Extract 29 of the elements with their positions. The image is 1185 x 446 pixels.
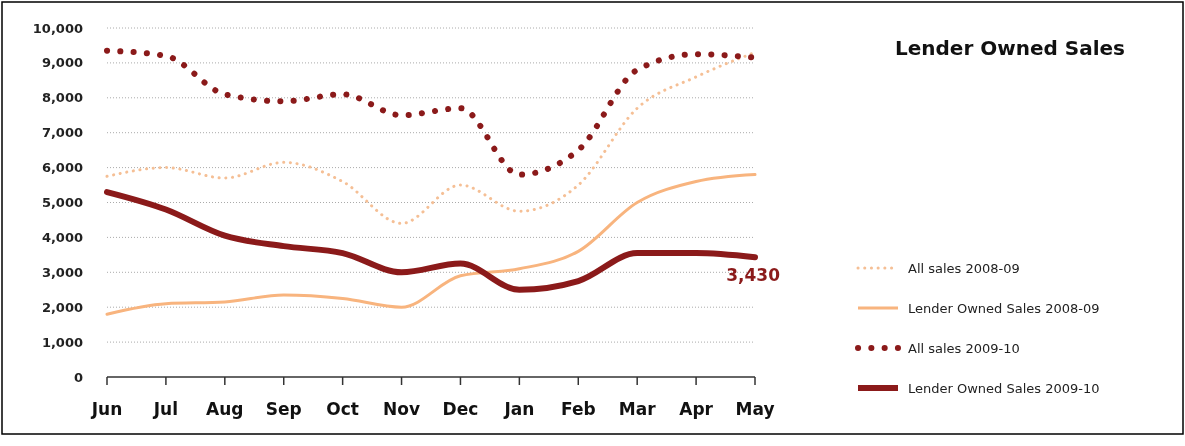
y-tick-label: 9,000 xyxy=(41,55,83,71)
x-tick-label: Sep xyxy=(265,399,302,419)
y-tick-label: 8,000 xyxy=(41,90,83,106)
legend-label: All sales 2009-10 xyxy=(908,340,1020,356)
x-tick-label: Jul xyxy=(152,399,179,419)
legend-label: Lender Owned Sales 2009-10 xyxy=(908,380,1100,396)
y-tick-label: 0 xyxy=(73,369,83,385)
y-tick-label: 1,000 xyxy=(41,334,83,350)
x-tick-label: Mar xyxy=(618,399,657,419)
x-tick-label: Feb xyxy=(560,399,596,419)
legend-label: Lender Owned Sales 2008-09 xyxy=(908,300,1100,316)
x-tick-label: Jan xyxy=(503,399,535,419)
x-tick-label: Oct xyxy=(326,399,359,419)
y-tick-label: 4,000 xyxy=(41,229,83,245)
x-tick-label: Apr xyxy=(679,399,714,419)
x-tick-label: Dec xyxy=(442,399,479,419)
x-tick-label: Aug xyxy=(206,399,244,419)
y-tick-label: 6,000 xyxy=(41,160,83,176)
annotation: 3,430 xyxy=(726,265,781,286)
y-tick-label: 2,000 xyxy=(41,299,83,315)
y-tick-label: 5,000 xyxy=(41,195,83,211)
x-tick-label: Nov xyxy=(383,399,421,419)
y-tick-label: 10,000 xyxy=(32,20,83,36)
legend-label: All sales 2008-09 xyxy=(908,260,1020,276)
y-tick-label: 3,000 xyxy=(41,264,83,280)
text: Lender Owned Sales xyxy=(894,36,1126,60)
x-tick-label: Jun xyxy=(90,399,123,419)
x-tick-label: May xyxy=(735,399,775,419)
y-tick-label: 7,000 xyxy=(41,125,83,141)
